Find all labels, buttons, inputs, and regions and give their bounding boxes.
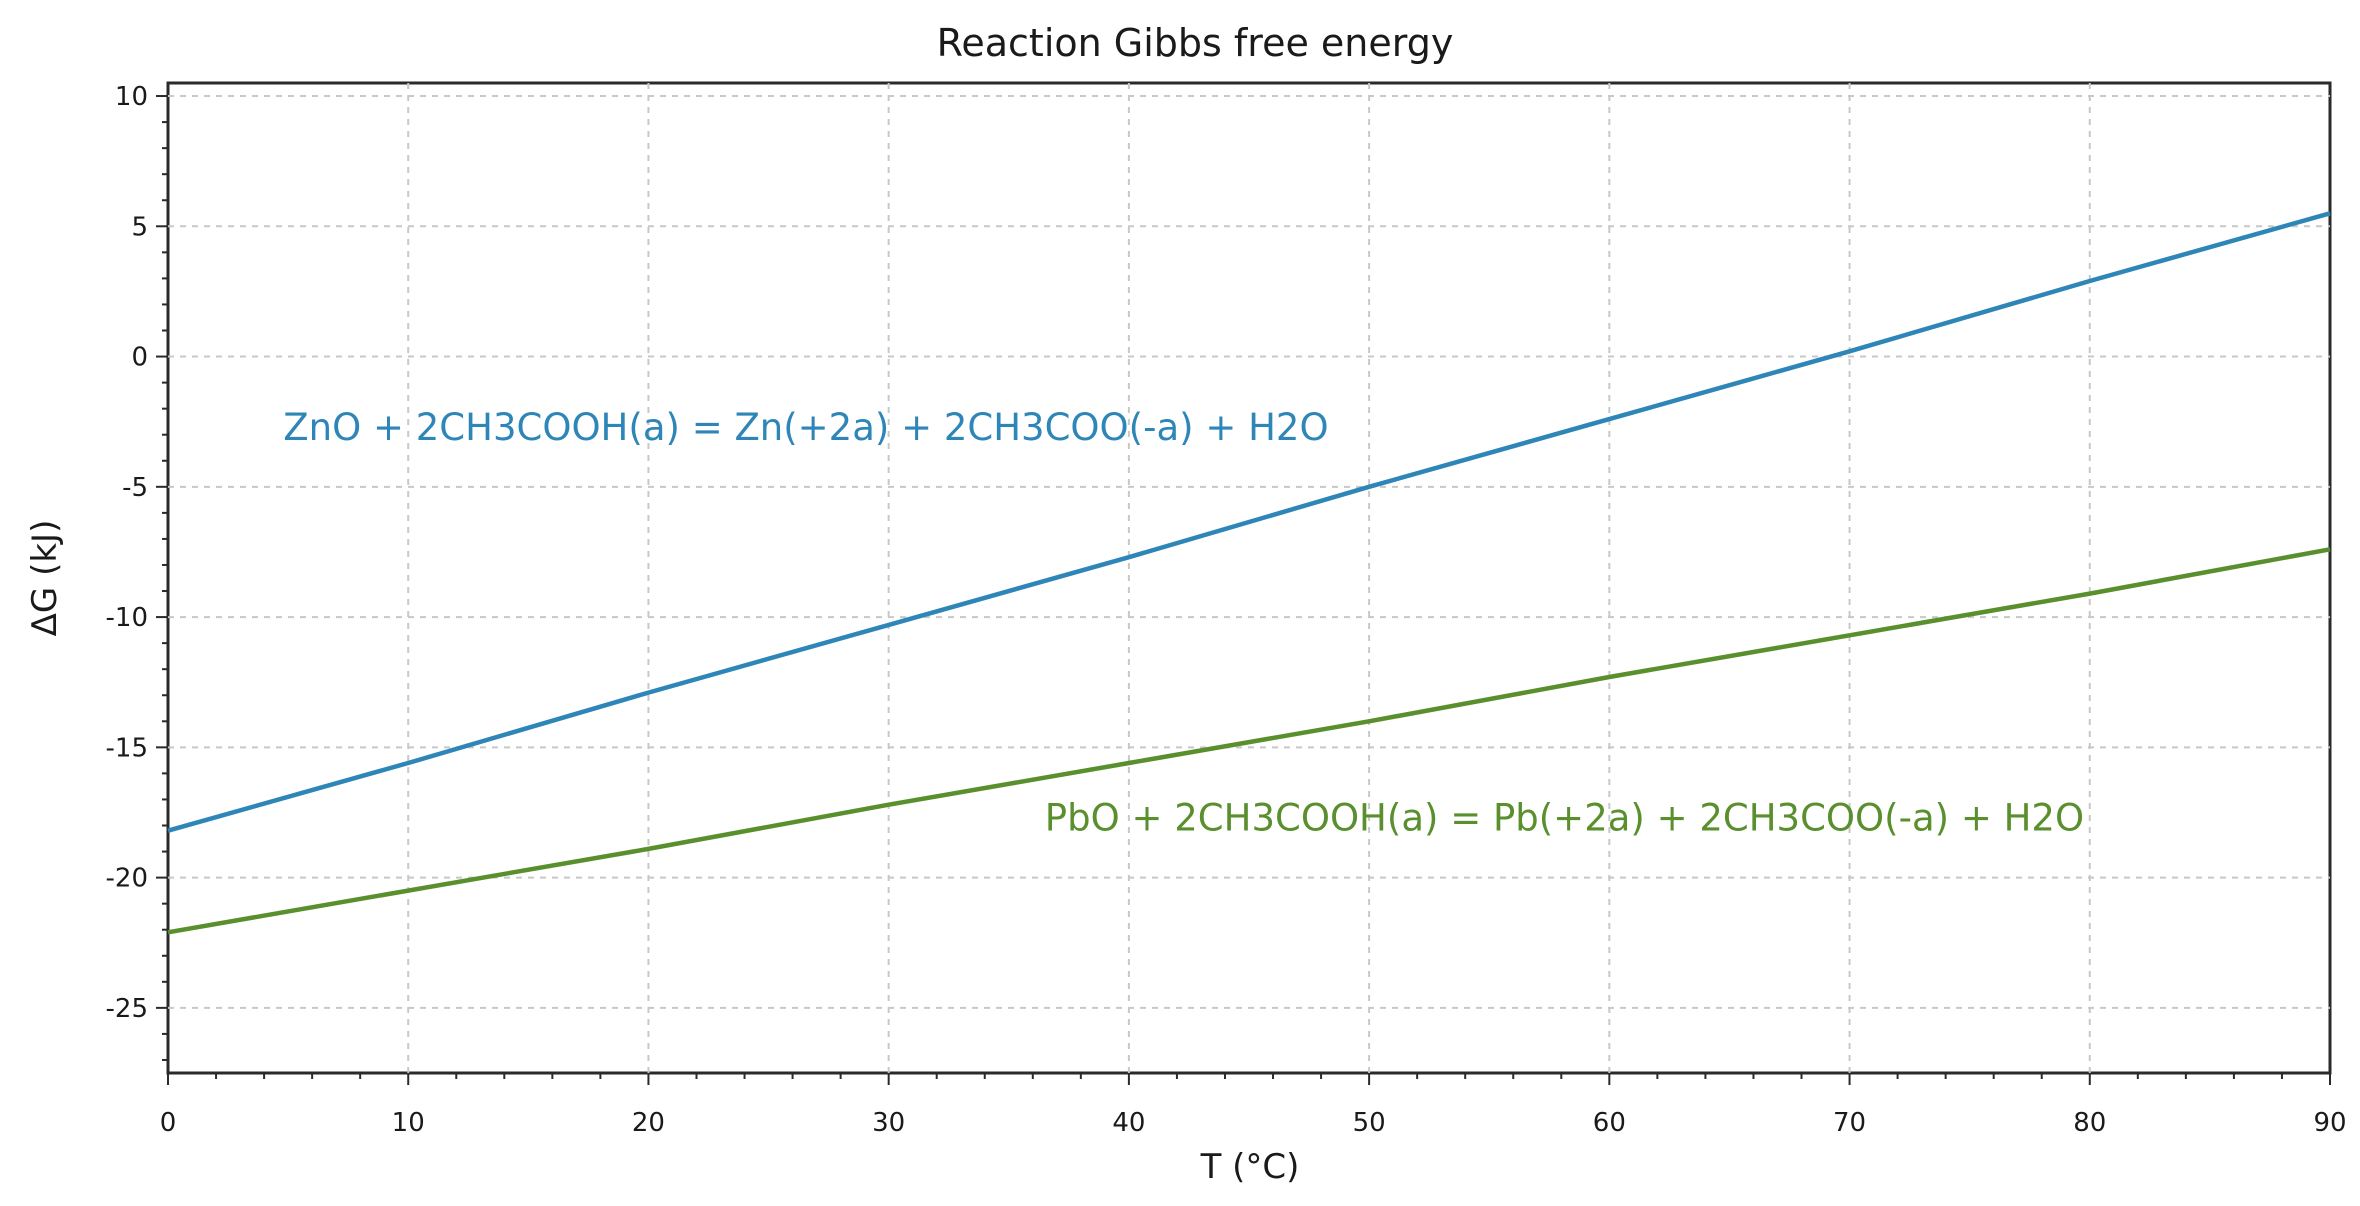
y-tick-label: -25 [106,994,148,1024]
y-axis-label: ΔG (kJ) [25,520,65,637]
x-tick-label: 80 [2073,1108,2106,1138]
x-tick-label: 20 [632,1108,665,1138]
x-tick-label: 30 [872,1108,905,1138]
y-tick-label: -15 [106,733,148,763]
series-label-2: PbO + 2CH3COOH(a) = Pb(+2a) + 2CH3COO(-a… [1045,797,2084,840]
x-axis-label: T (°C) [1200,1147,1300,1187]
y-tick-label: 5 [131,212,148,242]
series-lines [167,211,2331,935]
series-label-1: ZnO + 2CH3COOH(a) = Zn(+2a) + 2CH3COO(-a… [283,406,1328,449]
y-tick-label: -10 [106,603,148,633]
x-tick-label: 40 [1112,1108,1145,1138]
series-line-1 [167,211,2331,833]
x-tick-label: 50 [1353,1108,1386,1138]
y-tick-label: 0 [131,343,148,373]
y-tick-label: -5 [122,473,148,503]
x-tick-label: 60 [1593,1108,1626,1138]
y-tick-label: 10 [115,82,148,112]
x-tick-label: 10 [392,1108,425,1138]
annotations: ZnO + 2CH3COOH(a) = Zn(+2a) + 2CH3COO(-a… [283,406,2084,840]
x-tick-label: 70 [1833,1108,1866,1138]
x-tick-label: 0 [160,1108,177,1138]
gridlines [168,83,2330,1073]
y-tick-label: -20 [106,864,148,894]
plot-area [166,81,2332,1075]
x-tick-label: 90 [2313,1108,2346,1138]
chart-title: Reaction Gibbs free energy [937,21,1454,65]
series-line-2 [167,547,2331,935]
